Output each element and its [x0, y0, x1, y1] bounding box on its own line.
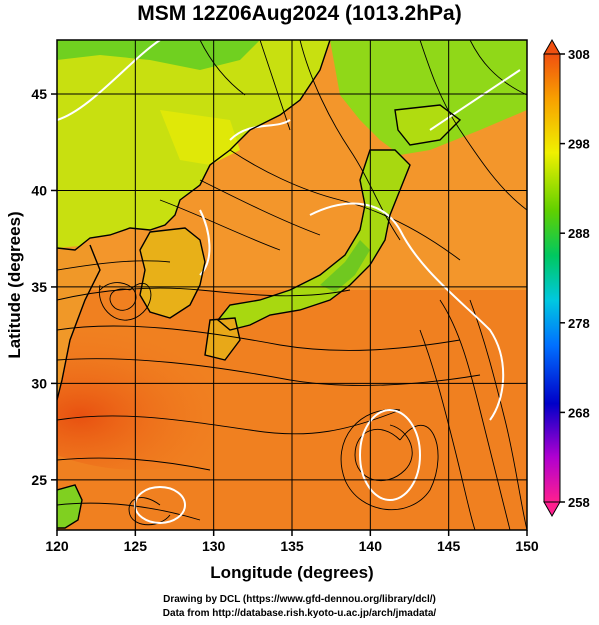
- x-tick-label: 145: [437, 538, 461, 554]
- colorbar-min-arrow: [543, 501, 561, 518]
- y-tick-label: 30: [31, 375, 47, 391]
- y-tick-labels: 25 30 35 40 45: [31, 86, 57, 488]
- colorbar-tick-label: 258: [568, 495, 590, 510]
- credit-data: Data from http://database.rish.kyoto-u.a…: [162, 608, 437, 619]
- colorbar-tick-label: 308: [568, 47, 590, 62]
- x-tick-label: 130: [202, 538, 226, 554]
- grid-lines: [57, 40, 527, 530]
- korea-land: [140, 228, 205, 318]
- map-title: MSM 12Z06Aug2024 (1013.2hPa): [137, 2, 462, 25]
- colorbar-tick-label: 288: [568, 226, 590, 241]
- colorbar: 308 298 288 278 268 258: [543, 38, 590, 518]
- y-axis-label: Latitude (degrees): [5, 211, 24, 358]
- credit-drawing: Drawing by DCL (https://www.gfd-dennou.o…: [163, 594, 436, 605]
- x-tick-label: 140: [359, 538, 383, 554]
- temperature-field: [57, 40, 527, 530]
- y-tick-label: 40: [31, 182, 47, 198]
- x-tick-label: 135: [280, 538, 304, 554]
- y-tick-label: 45: [31, 86, 47, 102]
- x-tick-label: 125: [124, 538, 148, 554]
- colorbar-tick-label: 278: [568, 316, 590, 331]
- taiwan-land: [57, 485, 82, 528]
- x-tick-label: 120: [45, 538, 69, 554]
- colorbar-tick-label: 298: [568, 137, 590, 152]
- y-tick-label: 25: [31, 472, 47, 488]
- x-tick-label: 150: [515, 538, 539, 554]
- colorbar-tick-label: 268: [568, 405, 590, 420]
- x-tick-labels: 120 125 130 135 140 145 150: [45, 530, 539, 554]
- x-axis-label: Longitude (degrees): [210, 563, 373, 582]
- japan-land: [218, 150, 410, 330]
- colorbar-max-arrow: [543, 38, 561, 55]
- y-tick-label: 35: [31, 279, 47, 295]
